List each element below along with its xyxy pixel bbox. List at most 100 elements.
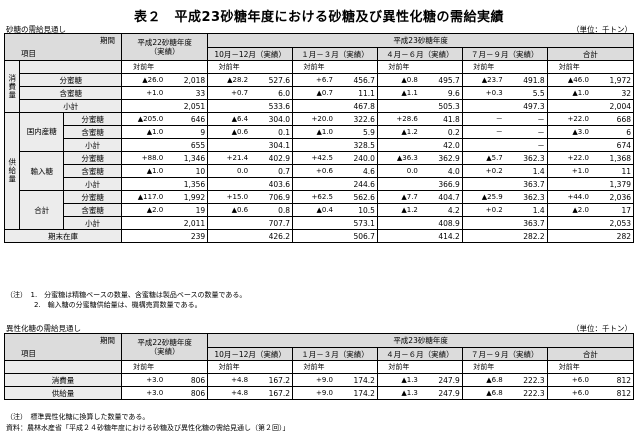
cell-value: 467.8 — [335, 99, 378, 113]
row-label: 分蜜糖 — [63, 112, 123, 126]
cell-value: 1,356 — [165, 177, 209, 191]
cell-change: ▲2.0 — [546, 203, 591, 217]
cell-value: 1,368 — [590, 151, 634, 165]
sugar-table: 期間 平成22砂糖年度 （実績） 平成23砂糖年度 項目 10月－12月（実績） … — [3, 33, 635, 243]
cell-change: ▲1.0 — [121, 125, 166, 139]
cell-change: ▲6.8 — [461, 373, 505, 387]
row-label: 小計 — [63, 138, 123, 152]
row-label: 含蜜糖 — [63, 125, 123, 139]
cell-value: 32 — [590, 86, 634, 100]
header-h23: 平成23砂糖年度 — [207, 333, 634, 348]
cell-value: 167.2 — [250, 386, 294, 400]
taizennen-label: 対前年 — [292, 60, 335, 74]
cell-change: ▲28.2 — [207, 73, 251, 87]
cell-change: +6.0 — [546, 386, 591, 400]
cell-value: 4.6 — [335, 164, 378, 178]
group-goukei: 合計 — [19, 190, 65, 230]
cell-change: +0.7 — [207, 86, 251, 100]
cell-change: +42.5 — [292, 151, 335, 165]
taizennen-label: 対前年 — [376, 360, 420, 374]
sugar-note-2: 2. 輸入糖の分蜜糖供給量は、機構売買数量である。 — [6, 301, 202, 309]
cell-value: 362.9 — [419, 151, 463, 165]
cell-change: ▲205.0 — [121, 112, 166, 126]
hfcs-note: （注） 標準異性化糖に換算した数量である。 — [6, 413, 150, 421]
cell-value: 363.7 — [504, 177, 548, 191]
cell-value: 0.1 — [250, 125, 294, 139]
taizennen-label: 対前年 — [207, 360, 251, 374]
cell-change: 0.0 — [376, 164, 420, 178]
table-row: 含蜜糖 +1.0 33 +0.7 6.0 ▲0.7 11.1 ▲1.1 9.6 +0.3… — [5, 86, 634, 100]
cell-change: ▲7.7 — [376, 190, 420, 204]
row-label: 小計 — [19, 99, 123, 113]
cell-change: +1.0 — [121, 86, 166, 100]
cell-change: ▲1.2 — [376, 203, 420, 217]
cell-value: 41.8 — [419, 112, 463, 126]
cell-value: 167.2 — [250, 373, 294, 387]
table-row: 小計 655 304.1 328.5 42.0 － 674 — [5, 138, 634, 152]
row-label: 小計 — [63, 177, 123, 191]
cell-value: 304.1 — [250, 138, 294, 152]
cell-value: 706.9 — [250, 190, 294, 204]
header-q4: ７月－９月（実績） — [461, 347, 548, 361]
cell-value: 655 — [165, 138, 209, 152]
cell-value: 646 — [165, 112, 209, 126]
cell-value: 2,004 — [590, 99, 634, 113]
cell-change: +0.2 — [461, 164, 505, 178]
cell-change: ▲46.0 — [546, 73, 591, 87]
header-koumoku: 項目 — [3, 47, 123, 61]
unit-label-hfcs: （単位：千トン） — [572, 324, 632, 333]
cell-value: 527.6 — [250, 73, 294, 87]
cell-change: ▲0.4 — [292, 203, 335, 217]
cell-value: 1,379 — [590, 177, 634, 191]
group-yunyu: 輸入糖 — [19, 151, 65, 191]
taizennen-label: 対前年 — [461, 360, 505, 374]
cell-value: 2,053 — [590, 216, 634, 230]
cell-value: 0.8 — [250, 203, 294, 217]
header-q3: ４月－６月（実績） — [376, 347, 463, 361]
table-row: 小計 2,011 707.7 573.1 408.9 363.7 2,053 — [5, 216, 634, 230]
taizennen-label: 対前年 — [292, 360, 335, 374]
cell-value: 573.1 — [335, 216, 378, 230]
cell-change: +0.6 — [292, 164, 335, 178]
table-row: 小計 2,051 533.6 467.8 505.3 497.3 2,004 — [5, 99, 634, 113]
cell-value: 4.0 — [419, 164, 463, 178]
cell-change: +28.6 — [376, 112, 420, 126]
taizennen-label: 対前年 — [121, 360, 166, 374]
cell-value: 363.7 — [504, 216, 548, 230]
cell-value: 806 — [165, 386, 209, 400]
cell-change: +3.0 — [121, 386, 166, 400]
cell-value: － — [504, 112, 548, 126]
cell-value: 1,992 — [165, 190, 209, 204]
cell-value: 533.6 — [250, 99, 294, 113]
cell-value: 322.6 — [335, 112, 378, 126]
page-title: 表２ 平成23砂糖年度における砂糖及び異性化糖の需給実績 — [133, 10, 505, 25]
cell-value: 2,036 — [590, 190, 634, 204]
header-total: 合計 — [546, 47, 635, 61]
cell-value: 404.7 — [419, 190, 463, 204]
cell-value: 403.6 — [250, 177, 294, 191]
cell-change: ▲1.1 — [376, 86, 420, 100]
cell-change: ▲1.0 — [546, 86, 591, 100]
header-q2: １月－３月（実績） — [292, 47, 378, 61]
row-label: 消費量 — [3, 373, 123, 387]
cell-value: － — [504, 138, 548, 152]
cell-change: +62.5 — [292, 190, 335, 204]
cell-value: 11 — [590, 164, 634, 178]
cell-value: 5.9 — [335, 125, 378, 139]
cell-value: 491.8 — [504, 73, 548, 87]
cell-value: 10.5 — [335, 203, 378, 217]
cell-change: +0.2 — [461, 203, 505, 217]
header-q4: ７月－９月（実績） — [461, 47, 548, 61]
cell-value: 174.2 — [335, 386, 378, 400]
cell-change: +88.0 — [121, 151, 166, 165]
cell-change: ▲0.6 — [207, 125, 251, 139]
cell-value: 806 — [165, 373, 209, 387]
header-koumoku: 項目 — [3, 347, 123, 361]
cell-change: +6.0 — [546, 373, 591, 387]
cell-value: 707.7 — [250, 216, 294, 230]
cell-change: +3.0 — [121, 373, 166, 387]
cell-change: ▲6.4 — [207, 112, 251, 126]
table-row: 含蜜糖 ▲2.0 19 ▲0.6 0.8 ▲0.4 10.5 ▲1.2 4.2 +0.2… — [5, 203, 634, 217]
row-label: 分蜜糖 — [63, 151, 123, 165]
cell-change: ▲6.8 — [461, 386, 505, 400]
